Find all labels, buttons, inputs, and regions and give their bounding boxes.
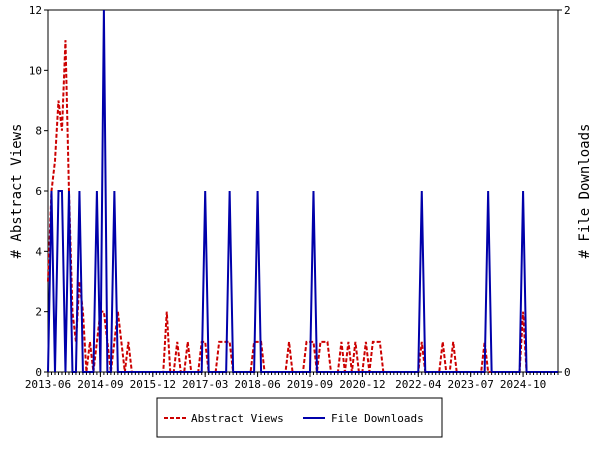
x-tick-label: 2013-06: [25, 378, 71, 391]
y-left-tick-label: 8: [35, 125, 42, 138]
x-tick-label: 2017-03: [182, 378, 228, 391]
legend-box: [156, 397, 443, 438]
y-right-ticks: 02: [558, 4, 571, 379]
y-right-tick-label: 2: [564, 4, 571, 17]
y-left-tick-label: 0: [35, 366, 42, 379]
y-right-axis-title: # File Downloads: [577, 124, 593, 259]
x-tick-label: 2015-12: [130, 378, 176, 391]
y-left-axis-title: # Abstract Views: [9, 124, 25, 259]
y-left-tick-label: 2: [35, 306, 42, 319]
x-tick-label: 2019-09: [287, 378, 333, 391]
x-tick-label: 2024-10: [500, 378, 546, 391]
legend: Abstract Views File Downloads: [156, 397, 443, 438]
x-tick-label: 2018-06: [234, 378, 280, 391]
plot-area: [47, 9, 559, 373]
legend-label-abstract-views: Abstract Views: [191, 412, 284, 425]
y-left-ticks: 0 2 4 6 8 10 12: [29, 4, 48, 379]
legend-label-file-downloads: File Downloads: [331, 412, 424, 425]
y-left-tick-label: 4: [35, 245, 42, 258]
y-right-tick-label: 0: [564, 366, 571, 379]
x-ticks: 2013-06 2014-09 2015-12 2017-03 2018-06 2019-…: [25, 372, 559, 391]
y-left-tick-label: 10: [29, 64, 42, 77]
x-tick-label: 2023-07: [447, 378, 493, 391]
x-tick-label: 2022-04: [395, 378, 442, 391]
x-tick-label: 2014-09: [77, 378, 123, 391]
x-tick-label: 2020-12: [339, 378, 385, 391]
y-left-tick-label: 6: [35, 185, 42, 198]
y-left-tick-label: 12: [29, 4, 42, 17]
